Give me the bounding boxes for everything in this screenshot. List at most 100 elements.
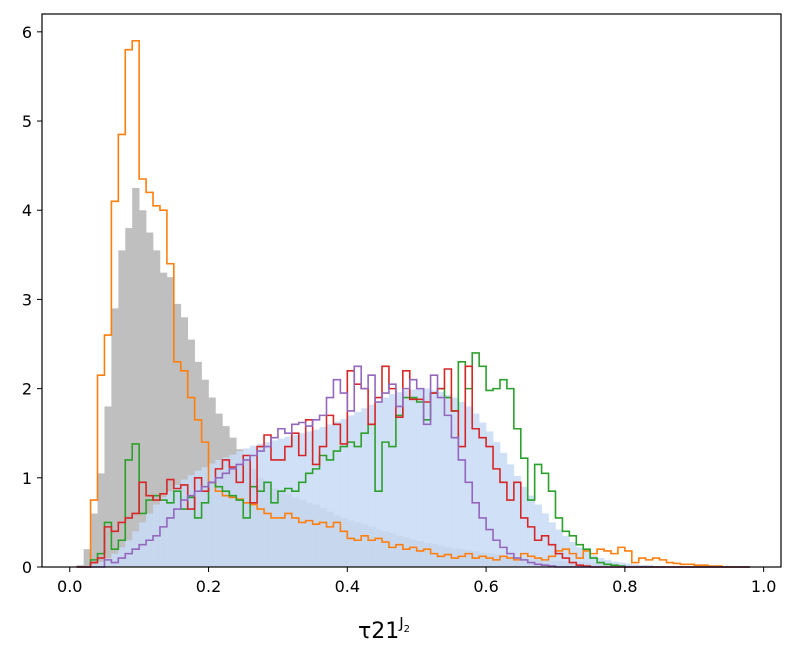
- bar: [465, 406, 473, 567]
- bar: [479, 422, 487, 567]
- bar: [638, 565, 646, 567]
- x-tick-label: 1.0: [751, 577, 776, 596]
- bar: [153, 250, 161, 567]
- bar: [104, 558, 112, 567]
- bar: [194, 361, 202, 567]
- bar: [631, 564, 640, 567]
- filled-series-1: [83, 388, 681, 567]
- bar: [173, 303, 182, 567]
- bar: [76, 565, 84, 567]
- y-tick-label: 6: [22, 23, 32, 42]
- x-axis-label-sub-superscript: 2: [404, 624, 410, 635]
- bar: [541, 513, 549, 567]
- bar: [361, 408, 369, 567]
- bar: [132, 187, 140, 567]
- bar: [215, 459, 223, 567]
- bar: [610, 561, 619, 567]
- bar: [90, 513, 98, 567]
- y-tick-label: 2: [22, 380, 32, 399]
- bar: [166, 491, 175, 567]
- bar: [604, 559, 612, 567]
- bar: [451, 397, 459, 567]
- bar: [486, 431, 494, 567]
- bar: [444, 394, 452, 567]
- bar: [617, 562, 626, 567]
- y-tick-label: 1: [22, 469, 32, 488]
- bar: [208, 463, 216, 567]
- plot-frame: [41, 13, 782, 568]
- bar: [354, 411, 362, 567]
- bar: [312, 429, 320, 567]
- bar: [97, 473, 105, 567]
- bar: [97, 561, 105, 567]
- bar: [395, 392, 404, 567]
- bar: [298, 433, 306, 567]
- x-tick-label: 0.6: [473, 577, 498, 596]
- bar: [90, 564, 98, 567]
- bar: [472, 413, 480, 567]
- bar: [236, 451, 244, 567]
- x-axis-label-superscript: J: [398, 614, 403, 632]
- bar: [139, 210, 147, 567]
- bar: [382, 397, 390, 567]
- bar: [270, 440, 279, 567]
- x-axis-label: τ21J2: [358, 614, 410, 644]
- bar: [173, 484, 182, 567]
- x-axis-label-main: τ21: [358, 619, 399, 644]
- bar: [284, 436, 293, 567]
- bar: [388, 393, 397, 567]
- x-tick-label: 0.8: [612, 577, 637, 596]
- bar: [229, 454, 237, 567]
- bar: [104, 406, 112, 567]
- bar: [250, 445, 258, 567]
- bar: [347, 415, 355, 567]
- bar: [458, 401, 466, 567]
- bar: [222, 457, 230, 567]
- bar: [166, 277, 175, 567]
- bar: [576, 547, 584, 567]
- bar: [319, 426, 327, 567]
- bar: [257, 443, 265, 567]
- bar: [402, 390, 411, 567]
- bar: [333, 421, 341, 567]
- bar: [194, 470, 202, 567]
- bar: [375, 401, 383, 567]
- bar: [118, 250, 126, 567]
- bar: [159, 272, 168, 567]
- bar: [437, 392, 445, 567]
- bar: [326, 424, 334, 567]
- bar: [305, 431, 313, 567]
- bar: [430, 390, 438, 567]
- bar: [555, 529, 563, 567]
- x-tick-label: 0.2: [196, 577, 221, 596]
- bar: [583, 551, 591, 567]
- bar: [506, 464, 515, 567]
- bar: [264, 442, 272, 567]
- bar: [340, 418, 348, 567]
- bar: [645, 565, 653, 567]
- bar: [111, 308, 119, 567]
- x-tick-label: 0.0: [57, 577, 82, 596]
- bar: [159, 497, 168, 567]
- bar: [423, 388, 431, 567]
- bar: [499, 452, 508, 567]
- bar: [624, 563, 633, 567]
- y-tick-label: 0: [22, 558, 32, 577]
- bar: [416, 388, 424, 567]
- bar: [409, 389, 418, 567]
- step-series-2: [76, 39, 750, 568]
- y-tick-label: 5: [22, 112, 32, 131]
- y-tick-label: 4: [22, 201, 32, 220]
- bar: [180, 479, 189, 567]
- bar: [534, 504, 542, 567]
- y-tick-label: 3: [22, 290, 32, 309]
- y-axis-ticks: 0 1 2 3 4 5 6: [22, 23, 42, 577]
- bar: [569, 542, 577, 567]
- bar: [83, 549, 91, 567]
- bar: [111, 553, 119, 567]
- bar: [118, 547, 126, 567]
- bar: [562, 535, 570, 567]
- bar: [590, 555, 598, 567]
- x-tick-label: 0.4: [335, 577, 360, 596]
